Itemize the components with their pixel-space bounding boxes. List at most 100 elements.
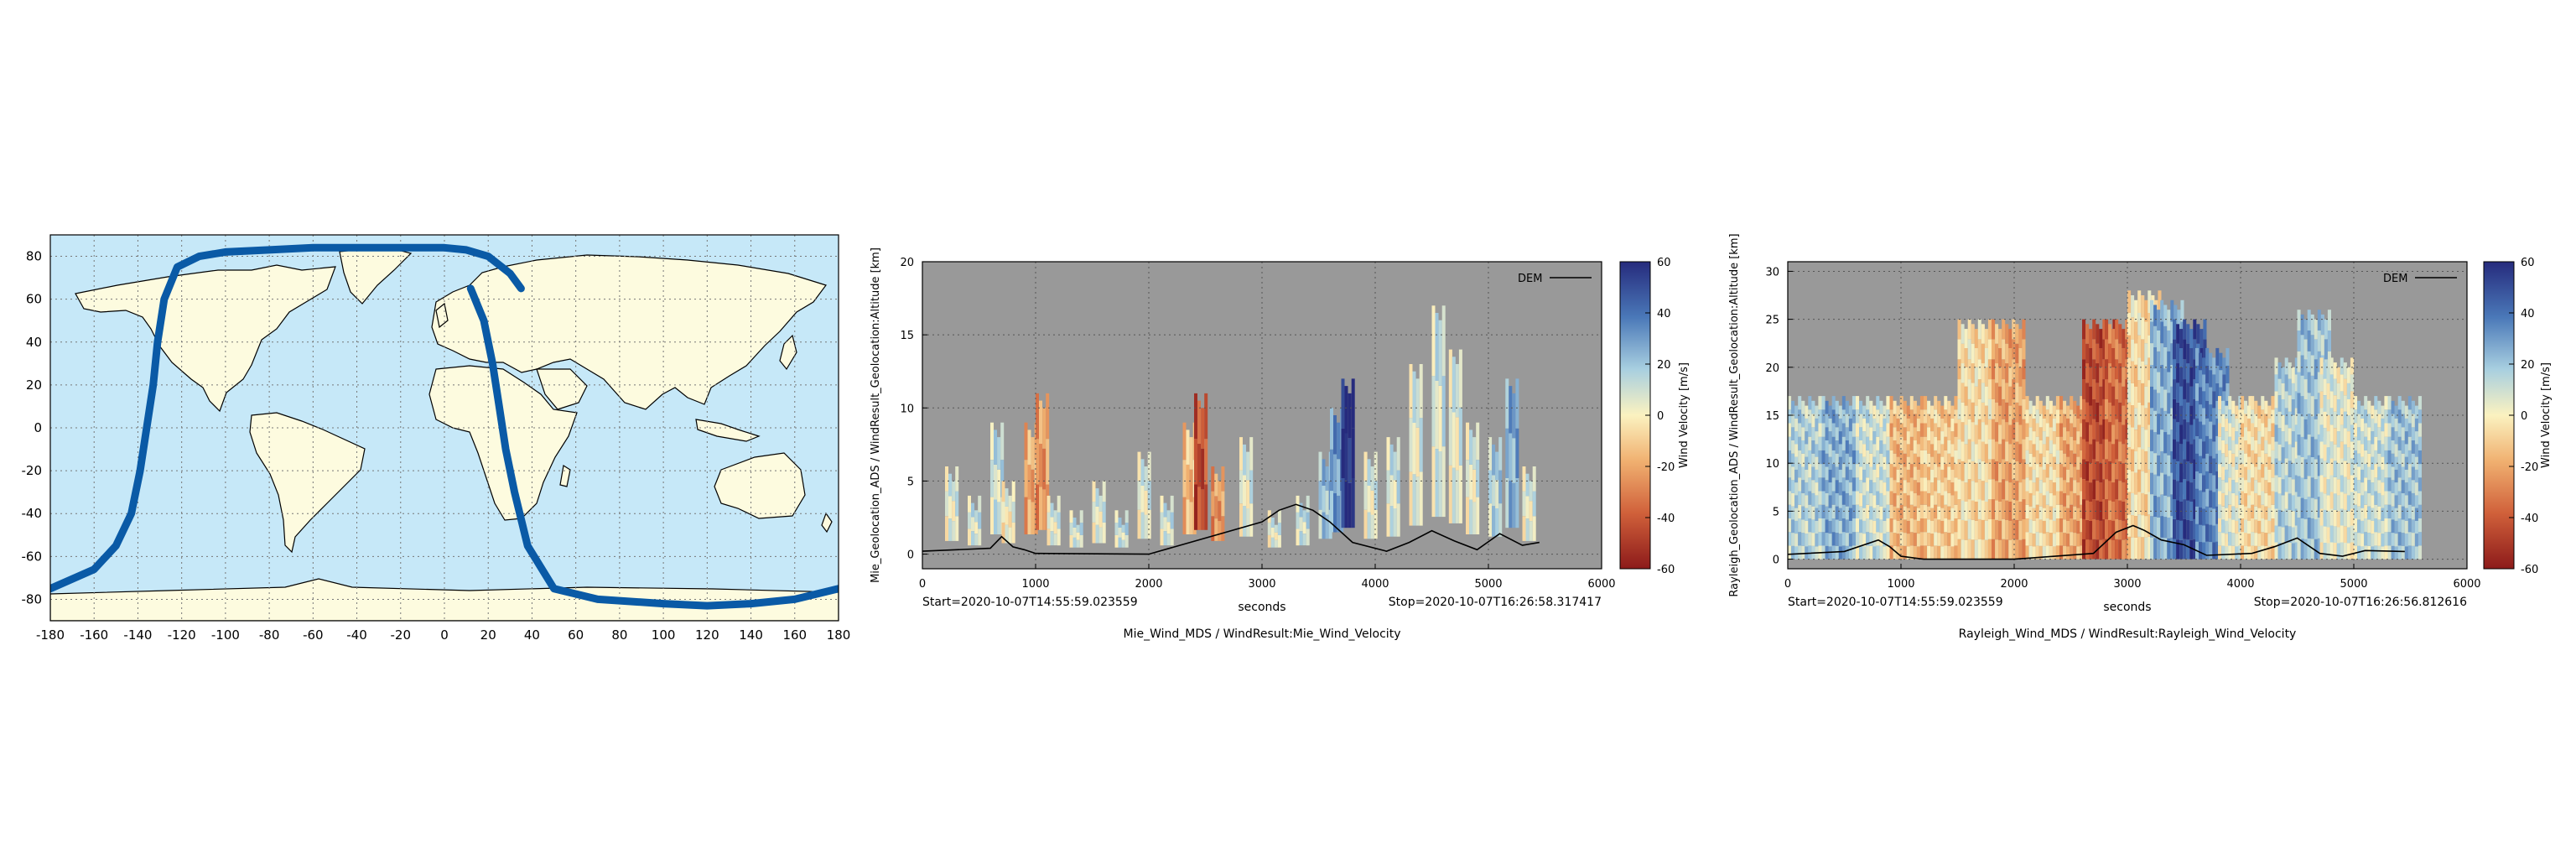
rayleigh-wind-cell [2288,509,2292,527]
rayleigh-wind-cell [1919,396,1924,410]
rayleigh-wind-cell [2374,436,2378,450]
rayleigh-wind-cell [1852,450,1856,465]
rayleigh-wind-cell [2032,431,2036,445]
rayleigh-wind-cell [1961,519,1965,540]
rayleigh-wind-cell [2401,466,2405,481]
rayleigh-wind-cell [1913,427,1917,440]
rayleigh-wind-cell [2381,495,2385,508]
rayleigh-grid [1788,262,2467,569]
mie-wind-cell [1306,495,1310,513]
mie-wind-cell [1532,516,1536,541]
rayleigh-wind-cell [2317,331,2321,351]
rayleigh-wind-cell [2070,491,2074,505]
rayleigh-wind-cell [1879,466,1883,481]
rayleigh-wind-cell [2148,492,2152,515]
rayleigh-wind-cell [2384,545,2388,560]
rayleigh-wind-cell [1821,532,1826,546]
rayleigh-wind-cell [2070,464,2074,478]
rayleigh-wind-cell [1950,418,1955,432]
rayleigh-wind-cell [2291,447,2295,464]
mie-wind-cell [1267,534,1271,548]
rayleigh-wind-cell [2340,542,2344,560]
mie-wind-cell [1318,509,1322,539]
mie-wind-cell [1341,428,1345,478]
rayleigh-wind-cell [2167,331,2171,351]
rayleigh-wind-cell [1805,482,1809,496]
rayleigh-wind-cell [2045,464,2049,478]
rayleigh-wind-cell [2212,458,2216,476]
mie-wind-cell [1419,471,1423,526]
map-x-tick-label: 100 [652,627,676,643]
rayleigh-wind-cell [2179,347,2184,367]
rayleigh-wind-cell [2391,466,2395,481]
rayleigh-wind-cell [1862,431,1867,445]
rayleigh-wind-cell [2333,428,2337,445]
rayleigh-wind-cell [1893,533,1897,546]
rayleigh-wind-cell [1940,534,1945,547]
rayleigh-wind-cell [2076,546,2080,560]
rayleigh-wind-cell [2183,499,2187,519]
rayleigh-wind-cell [1961,481,1965,501]
rayleigh-wind-cell [2288,444,2292,461]
rayleigh-wind-cell [2397,518,2402,533]
rayleigh-wind-cell [2257,418,2262,432]
y-tick-label: 20 [900,257,914,269]
mie-wind-cell [1512,393,1516,439]
rayleigh-wind-cell [2261,464,2265,478]
colorbar-tick-label: 60 [2521,257,2535,269]
rayleigh-wind-cell [1866,518,1870,533]
rayleigh-wind-cell [2294,542,2298,560]
x-tick-label: 0 [919,578,926,591]
rayleigh-wind-cell [1977,539,1981,560]
rayleigh-wind-cell [1848,431,1852,445]
rayleigh-wind-cell [2199,370,2203,388]
mie-wind-cell [1472,502,1477,534]
rayleigh-wind-cell [1992,359,1996,380]
rayleigh-wind-cell [1944,396,1948,410]
rayleigh-wind-cell [1924,464,1928,478]
rayleigh-wind-cell [1828,482,1832,496]
rayleigh-wind-cell [2310,375,2314,397]
rayleigh-wind-cell [1957,499,1961,519]
rayleigh-wind-cell [1821,436,1826,450]
mie-wind-cell [1435,381,1439,449]
rayleigh-wind-cell [2173,398,2177,419]
rayleigh-wind-cell [2173,539,2177,560]
rayleigh-wind-cell [1984,367,1988,387]
rayleigh-wind-cell [1791,414,1795,428]
mie-wind-cell [1525,518,1530,541]
rayleigh-wind-cell [2251,396,2255,410]
rayleigh-wind-cell [2174,305,2178,326]
rayleigh-wind-cell [2364,464,2368,478]
rayleigh-wind-cell [1876,545,1880,560]
rayleigh-wind-cell [2205,506,2210,524]
rayleigh-wind-cell [1967,459,1971,480]
rayleigh-wind-cell [2141,537,2145,560]
mie-title: Mie_Wind_MDS / WindResult:Mie_Wind_Veloc… [1124,627,1401,641]
rayleigh-wind-cell [1859,480,1863,493]
rayleigh-wind-cell [2343,395,2347,412]
rayleigh-wind-cell [2247,508,2251,521]
rayleigh-wind-cell [2189,520,2194,540]
rayleigh-wind-cell [2183,518,2187,539]
rayleigh-wind-cell [1947,545,1951,560]
mie-wind-cell [1525,473,1530,497]
rayleigh-wind-cell [1815,508,1819,521]
rayleigh-wind-cell [2391,414,2395,428]
mie-wind-cell [1114,523,1119,535]
rayleigh-wind-cell [2066,469,2070,483]
rayleigh-wind-cell [2297,310,2301,331]
rayleigh-wind-cell [2371,469,2375,483]
rayleigh-wind-cell [2336,543,2340,560]
rayleigh-wind-cell [2055,491,2059,505]
rayleigh-wind-cell [2141,515,2145,538]
rayleigh-wind-cell [2333,461,2337,477]
mie-wind-cell [1344,480,1348,528]
rayleigh-wind-cell [2163,347,2168,369]
rayleigh-wind-cell [1815,495,1819,508]
rayleigh-wind-cell [2333,378,2337,396]
mie-wind-cell [1166,534,1171,546]
rayleigh-wind-cell [2199,524,2203,543]
rayleigh-wind-cell [1815,469,1819,483]
rayleigh-wind-cell [1872,546,1877,560]
